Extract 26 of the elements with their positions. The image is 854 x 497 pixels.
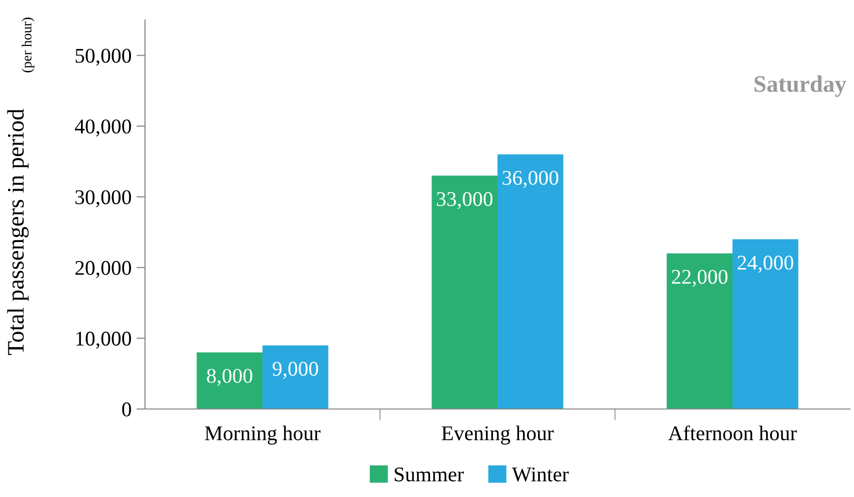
bar xyxy=(498,154,564,409)
data-label: 24,000 xyxy=(738,256,794,273)
x-tick-label: Evening hour xyxy=(442,426,554,445)
bar xyxy=(196,352,262,409)
y-tick-label: 0 xyxy=(122,402,132,416)
bar xyxy=(432,176,498,409)
data-label: 22,000 xyxy=(672,270,728,287)
text: (per hour) xyxy=(22,18,34,72)
bar xyxy=(732,239,798,409)
y-tick-label: 30,000 xyxy=(76,190,132,208)
x-tick-label: Afternoon hour xyxy=(668,425,797,440)
bar xyxy=(666,253,732,409)
data-label: 8,000 xyxy=(206,368,252,386)
y-tick-label: 20,000 xyxy=(75,260,132,278)
y-tick-label: 40,000 xyxy=(74,119,132,137)
annotation: Saturday xyxy=(754,75,846,97)
y-axis-title: Total passengers in period xyxy=(7,108,29,356)
legend-label: Winter xyxy=(512,467,569,482)
data-label: 36,000 xyxy=(502,170,558,188)
data-label: 9,000 xyxy=(272,362,318,379)
data-label: 33,000 xyxy=(436,192,492,210)
y-tick-label: 50,000 xyxy=(76,48,132,66)
y-tick-label: 10,000 xyxy=(76,332,132,349)
legend-label: Summer xyxy=(394,467,464,482)
x-tick-label: Morning hour xyxy=(204,426,320,445)
bar xyxy=(262,345,328,409)
